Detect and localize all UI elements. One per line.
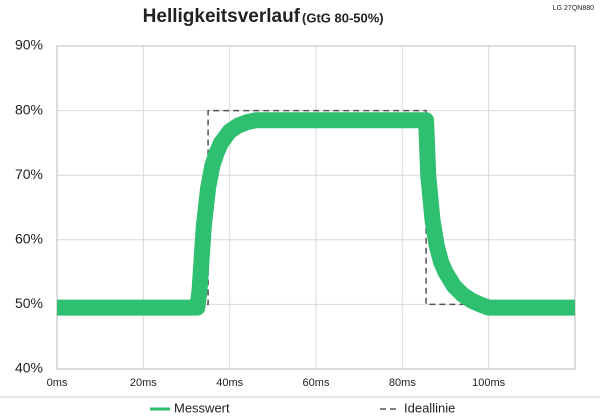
chart-title: Helligkeitsverlauf bbox=[143, 6, 301, 27]
plot-border bbox=[56, 45, 576, 370]
x-tick-label: 40ms bbox=[216, 377, 243, 389]
legend-label: Messwert bbox=[174, 400, 230, 415]
annotation: LG 27QN880 bbox=[553, 5, 594, 12]
measured-line bbox=[57, 112, 575, 316]
x-tick-label: 100ms bbox=[472, 377, 506, 389]
y-tick-label: 80% bbox=[15, 101, 43, 117]
y-tick-label: 60% bbox=[15, 231, 43, 247]
legend-label: Ideallinie bbox=[404, 400, 455, 415]
chart-subtitle: (GtG 80-50%) bbox=[302, 10, 384, 25]
x-tick-label: 60ms bbox=[303, 377, 330, 389]
y-tick-label: 50% bbox=[15, 295, 43, 311]
y-tick-label: 40% bbox=[15, 360, 43, 376]
y-tick-label: 70% bbox=[15, 166, 43, 182]
x-tick-label: 0ms bbox=[47, 377, 68, 389]
x-tick-label: 20ms bbox=[130, 377, 157, 389]
x-tick-label: 80ms bbox=[389, 377, 416, 389]
y-tick-label: 90% bbox=[15, 37, 43, 53]
